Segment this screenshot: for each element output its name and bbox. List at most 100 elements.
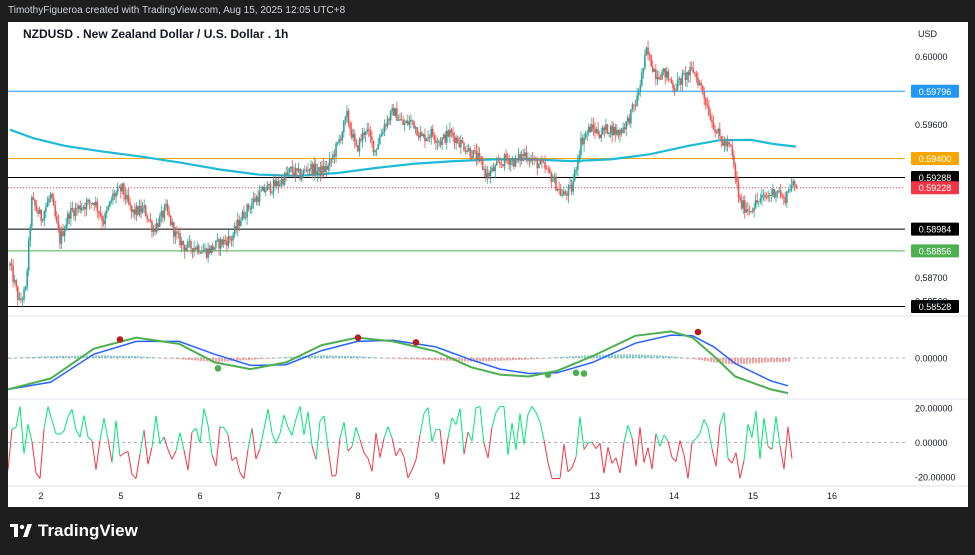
header-bar: TimothyFigueroa created with TradingView… [0,0,975,22]
candle-down [68,213,71,219]
candle-up [310,163,312,170]
osc2-segment [327,447,333,477]
osc2-segment [147,447,153,465]
candle-down [208,248,211,254]
candle-down [254,198,256,202]
candle-up [361,132,364,141]
price-tick: 0.58560 [915,297,948,307]
candle-up [486,172,489,177]
candle-down [502,164,504,166]
candle-down [485,169,487,177]
osc2-segment [651,433,657,470]
osc1-histogram-bar [638,354,640,358]
candle-up [653,69,656,72]
osc1-histogram-bar [596,354,598,358]
candle-up [676,79,679,90]
candle-up [438,141,440,143]
osc2-segment [727,458,733,464]
candle-down [52,197,55,206]
x-tick: 8 [355,491,360,501]
candle-down [667,71,670,80]
osc1-histogram-bar [356,356,358,358]
candle-down [706,104,709,107]
osc2-segment [323,415,329,448]
osc1-histogram-bar [476,358,478,362]
candle-down [620,129,623,133]
candle-down [456,137,459,143]
candle-up [403,122,406,125]
candle-up [27,240,30,271]
candle-down [444,134,447,143]
osc1-histogram-bar [386,358,388,359]
osc1-histogram-bar [413,358,415,360]
osc2-segment [443,437,449,465]
osc1-histogram-bar [125,355,127,358]
osc1-histogram-bar [278,357,280,359]
candle-down [659,79,662,80]
price-tick: 0.59600 [915,120,948,130]
osc2-segment [179,432,185,451]
osc1-histogram-bar [116,355,118,358]
osc2-segment [171,450,177,460]
candle-down [463,143,465,151]
osc2-segment [459,408,465,455]
candle-up [222,239,225,245]
candle-down [190,241,192,249]
candle-down [634,105,637,106]
candle-up [642,67,645,73]
candle-down [664,68,666,78]
osc2-segment [531,406,537,413]
candle-down [96,201,99,212]
osc1-histogram-bar [662,355,664,358]
osc2-segment [771,416,777,450]
osc1-histogram-bar [722,358,724,364]
candle-down [447,130,450,137]
candle-up [442,134,445,139]
osc1-histogram-bar [134,356,136,358]
tradingview-logo[interactable]: TradingView [10,521,138,541]
candle-down [452,132,454,137]
osc1-histogram-bar [233,358,235,361]
candle-down [475,151,478,161]
osc1-histogram-bar [608,354,610,358]
candle-up [327,165,330,170]
osc1-histogram-bar [461,358,463,362]
candle-up [43,211,46,221]
candle-down [474,150,476,152]
candle-up [569,184,571,187]
chart-svg[interactable]: 0.59796 0.59400 0.59288 0.58984 0.58856 0.585… [8,22,968,507]
osc1-histogram-bar [227,358,229,362]
osc2-segment [707,427,713,449]
osc1-histogram-bar [182,358,184,360]
candle-up [455,137,457,144]
osc2-segment [439,429,445,465]
candle-up [449,129,451,137]
candle-up [187,241,189,248]
osc1-cross-dot [694,328,702,336]
osc1-histogram-bar [581,355,583,358]
osc2-segment [11,426,17,430]
candle-up [95,201,97,206]
candle-down [779,190,782,197]
osc2-segment [95,440,101,470]
candle-up [770,195,773,196]
candle-down [99,213,102,217]
osc1-fast-line [8,330,789,395]
candle-up [138,205,141,215]
candle-down [269,183,272,193]
osc1-histogram-bar [272,358,274,359]
candle-down [756,200,759,203]
osc1-histogram-bar [530,358,532,360]
candle-up [74,207,77,217]
osc2-segment [523,414,529,445]
osc2-segment [243,449,249,479]
candle-down [372,140,375,153]
candle-up [514,158,517,167]
candle-down [633,104,635,106]
candle-down [179,233,181,246]
osc1-histogram-bar [698,358,700,360]
candle-down [470,156,473,158]
osc2-segment [343,422,349,452]
osc2-segment [471,407,477,442]
osc1-histogram-bar [332,355,334,358]
